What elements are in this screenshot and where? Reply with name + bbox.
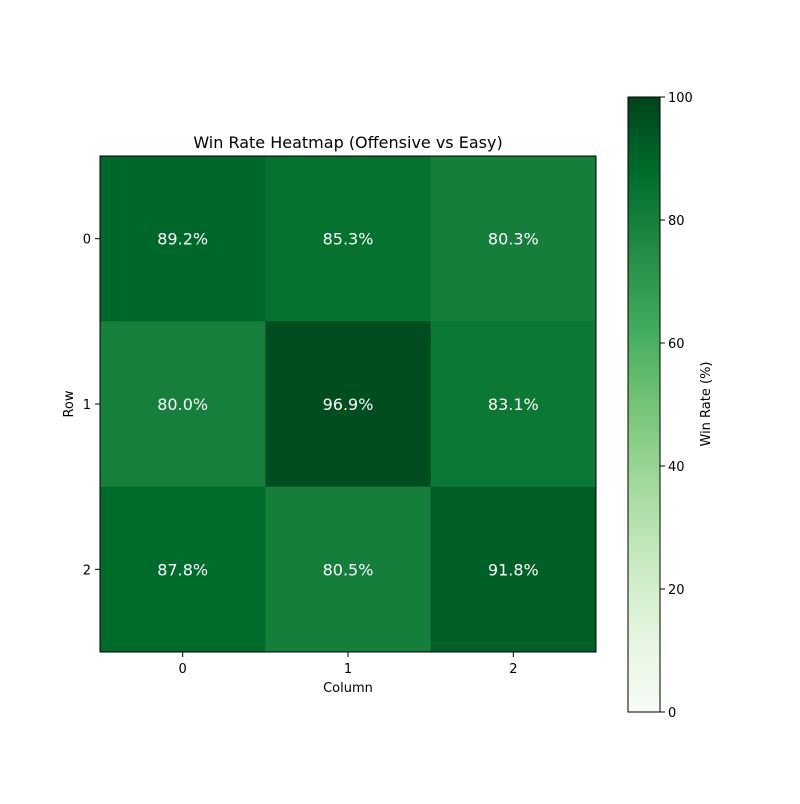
heatmap-cell-r2-c0 xyxy=(100,486,266,653)
cell-value-label: 89.2% xyxy=(157,230,208,249)
colorbar-tick-label: 0 xyxy=(668,706,676,721)
y-axis-label: Row xyxy=(62,390,77,417)
heatmap-cells xyxy=(100,156,597,653)
cell-value-label: 80.5% xyxy=(323,560,374,579)
x-axis-label: Column xyxy=(323,681,373,696)
heatmap-cell-r1-c0 xyxy=(100,321,266,488)
heatmap-cell-r0-c1 xyxy=(265,156,432,322)
cell-value-label: 85.3% xyxy=(323,230,374,249)
heatmap-cell-r1-c2 xyxy=(430,321,597,488)
x-tick-label: 1 xyxy=(344,662,352,677)
colorbar-tick-label: 60 xyxy=(668,337,685,352)
cell-value-label: 80.3% xyxy=(488,230,539,249)
y-tick-label: 1 xyxy=(83,398,91,413)
cell-value-label: 91.8% xyxy=(488,560,539,579)
colorbar-tick-label: 20 xyxy=(668,583,685,598)
x-axis-ticks: 0 1 2 xyxy=(179,652,517,677)
colorbar-tick-label: 80 xyxy=(668,214,685,229)
y-axis-ticks: 0 1 2 xyxy=(83,233,100,578)
x-tick-label: 2 xyxy=(509,662,517,677)
colorbar-label: Win Rate (%) xyxy=(699,362,714,447)
cell-value-label: 80.0% xyxy=(157,395,208,414)
colorbar-ticks: 0 20 40 60 80 100 xyxy=(660,91,693,721)
heatmap-cell-r2-c2 xyxy=(430,486,597,653)
cell-value-label: 83.1% xyxy=(488,395,539,414)
colorbar-tick-label: 100 xyxy=(668,91,693,106)
colorbar-tick-label: 40 xyxy=(668,460,685,475)
heatmap-cell-r2-c1 xyxy=(265,486,432,653)
heatmap-cell-labels: 89.2% 85.3% 80.3% 80.0% 96.9% 83.1% 87.8% 80.5%… xyxy=(157,230,538,580)
heatmap-cell-r0-c2 xyxy=(430,156,597,322)
x-tick-label: 0 xyxy=(179,662,187,677)
heatmap-cell-r1-c1 xyxy=(265,321,432,488)
cell-value-label: 96.9% xyxy=(323,395,374,414)
colorbar xyxy=(627,96,661,713)
y-tick-label: 0 xyxy=(83,233,91,248)
chart-title: Win Rate Heatmap (Offensive vs Easy) xyxy=(193,133,502,152)
heatmap-cell-r0-c0 xyxy=(100,156,266,322)
y-tick-label: 2 xyxy=(83,563,91,578)
cell-value-label: 87.8% xyxy=(157,560,208,579)
